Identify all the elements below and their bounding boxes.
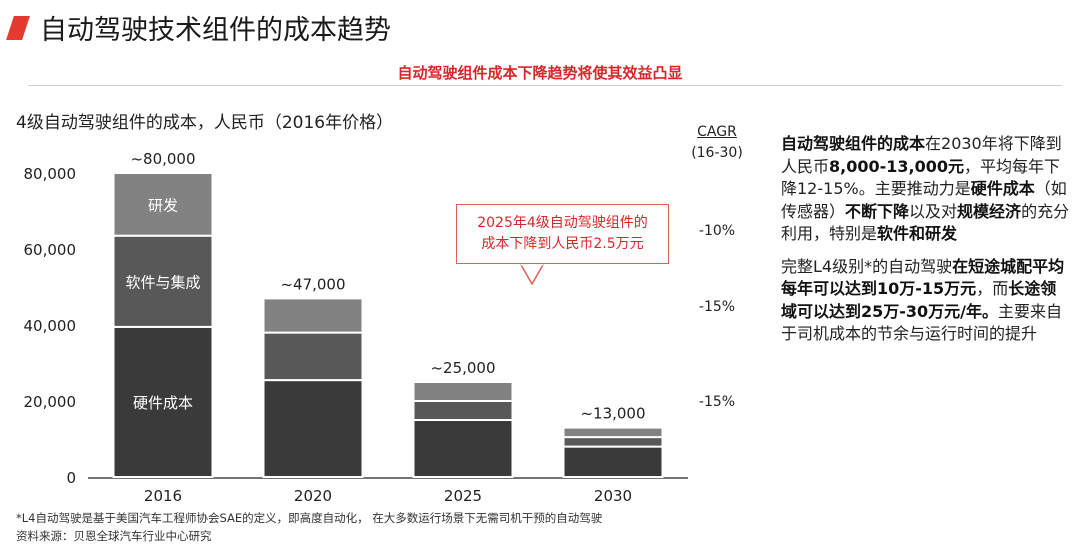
side-panel-run: 在2030年将下降到人民币 xyxy=(781,134,1062,176)
cagr-value: -10% xyxy=(699,223,735,239)
segment-label: 软件与集成 xyxy=(125,273,200,291)
bar-total-label: ~13,000 xyxy=(580,405,645,423)
bar-segment-software xyxy=(262,331,364,382)
footer: *L4自动驾驶是基于美国汽车工程师协会SAE的定义，即高度自动化， 在大多数运行… xyxy=(16,509,602,545)
callout-line-1: 2025年4级自动驾驶组件的 xyxy=(477,215,648,231)
segment-label: 研发 xyxy=(148,196,178,214)
cagr-period: (16-30) xyxy=(691,145,743,161)
side-panel-run: 软件和研发 xyxy=(877,224,958,243)
side-panel-run: 自动驾驶组件的成本 xyxy=(781,134,926,153)
y-tick-label: 0 xyxy=(66,469,76,487)
cagr-title: CAGR xyxy=(697,124,737,140)
callout-pointer xyxy=(518,262,546,286)
bar-total-label: ~47,000 xyxy=(280,275,345,293)
cagr-header: CAGR (16-30) xyxy=(686,122,748,164)
side-panel-run: 规模经济 xyxy=(957,201,1022,221)
side-panel-run: 以及对 xyxy=(909,201,958,221)
bar-segment-rnd xyxy=(262,297,364,334)
y-tick-label: 80,000 xyxy=(24,165,77,183)
y-tick-label: 20,000 xyxy=(24,393,77,411)
cagr-value: -15% xyxy=(699,394,735,410)
bar-segment-rnd xyxy=(112,172,214,237)
footnote: *L4自动驾驶是基于美国汽车工程师协会SAE的定义，即高度自动化， 在大多数运行… xyxy=(16,511,603,525)
bar-segment-rnd xyxy=(562,426,664,439)
side-panel-run: ，平均每年下降12-15%。主要推动力是 xyxy=(781,156,1061,199)
cagr-value: -15% xyxy=(699,299,735,315)
side-panel-run: ，而 xyxy=(976,279,1009,298)
x-tick-label: 2030 xyxy=(594,487,632,505)
side-panel-paragraph-2: 完整L4级别*的自动驾驶在短途城配平均每年可以达到10万-15万元，而长途领域可… xyxy=(781,256,1071,346)
side-panel-run: 长途领域可以达到25万-30万元/年。 xyxy=(781,279,1057,321)
y-tick-label: 40,000 xyxy=(24,317,77,335)
x-tick-label: 2016 xyxy=(144,487,182,505)
bar-total-label: ~25,000 xyxy=(430,359,495,377)
side-panel-paragraph-1: 自动驾驶组件的成本在2030年将下降到人民币8,000-13,000元，平均每年… xyxy=(781,133,1071,246)
bar-segment-rnd xyxy=(412,381,514,402)
side-panel-run: 主要来自于司机成本的节余与运行时间的提升 xyxy=(781,301,1063,344)
bar-segment-hardware xyxy=(562,445,664,479)
side-panel-run: 的充分利用，特别是 xyxy=(781,201,1070,244)
side-panel-run: 不断下降 xyxy=(845,201,910,221)
chart-title: 4级自动驾驶组件的成本，人民币（2016年价格） xyxy=(16,113,394,133)
bar-total-label: ~80,000 xyxy=(130,150,195,168)
cost-callout-box: 2025年4级自动驾驶组件的 成本下降到人民币2.5万元 xyxy=(456,204,669,264)
side-panel-run: 在短途城配平均每年可以达到10万-15万元 xyxy=(781,256,1065,299)
segment-label: 硬件成本 xyxy=(133,394,193,412)
bar-segment-software xyxy=(412,400,514,421)
side-panel-run: 8,000-13,000元 xyxy=(829,156,965,176)
page-subtitle: 自动驾驶组件成本下降趋势将使其效益凸显 xyxy=(397,64,683,82)
bar-segment-hardware xyxy=(412,419,514,478)
x-tick-label: 2020 xyxy=(294,487,332,505)
subtitle-divider xyxy=(28,85,1062,86)
page-title: 自动驾驶技术组件的成本趋势 xyxy=(40,15,391,46)
x-tick-label: 2025 xyxy=(444,487,482,505)
side-panel: 自动驾驶组件的成本在2030年将下降到人民币8,000-13,000元，平均每年… xyxy=(781,133,1071,356)
title-bar: 自动驾驶技术组件的成本趋势 xyxy=(0,0,1080,56)
y-tick-label: 60,000 xyxy=(24,241,77,259)
bar-segment-software xyxy=(562,436,664,448)
callout-line-2: 成本下降到人民币2.5万元 xyxy=(481,236,644,252)
bar-segment-hardware xyxy=(262,379,364,479)
side-panel-run: （如传感器） xyxy=(781,179,1067,221)
side-panel-run: 完整L4级别*的自动驾驶 xyxy=(781,256,953,276)
source-note: 资料来源：贝恩全球汽车行业中心研究 xyxy=(16,529,212,543)
bar-segment-software xyxy=(112,234,214,328)
side-panel-run: 硬件成本 xyxy=(970,179,1035,198)
